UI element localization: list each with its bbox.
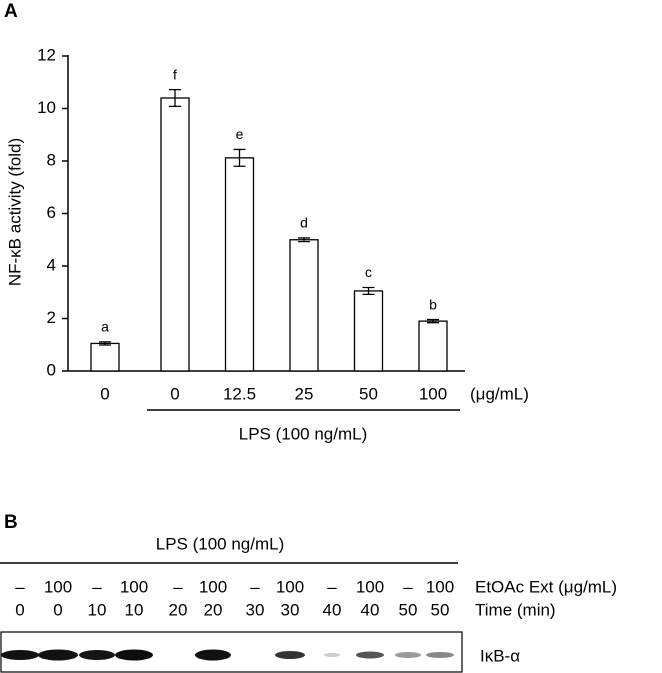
time-point: 50 [431, 600, 450, 619]
band-label: IκB-α [480, 646, 520, 665]
x-unit: (μg/mL) [470, 384, 529, 403]
time-point: 40 [323, 600, 342, 619]
bar [418, 320, 448, 372]
significance-letter: b [429, 296, 437, 312]
ext-dose: – [250, 577, 260, 596]
band [79, 650, 115, 660]
time-point: 20 [169, 600, 188, 619]
time-point: 20 [204, 600, 223, 619]
band [275, 651, 305, 659]
y-tick-label: 4 [47, 255, 56, 274]
y-tick-label: 8 [47, 150, 56, 169]
x-tick-label: 0 [170, 384, 179, 403]
y-tick-label: 12 [37, 45, 56, 64]
significance-letter: e [236, 126, 244, 142]
error-bar [298, 237, 310, 243]
y-tick-label: 0 [47, 360, 56, 379]
band [195, 649, 231, 661]
band [395, 652, 421, 658]
ext-dose: 100 [44, 577, 72, 596]
panel-label: A [4, 1, 18, 22]
lps-label: LPS (100 ng/mL) [156, 534, 285, 553]
y-tick-label: 2 [47, 308, 56, 327]
ext-dose: 100 [276, 577, 304, 596]
bar [353, 290, 384, 372]
time-point: 50 [399, 600, 418, 619]
ext-dose: – [403, 577, 413, 596]
x-tick-label: 50 [359, 384, 378, 403]
time-point: 10 [125, 600, 144, 619]
time-point: 0 [15, 600, 24, 619]
ext-dose: 100 [426, 577, 454, 596]
error-bar [169, 88, 181, 108]
y-tick-label: 6 [47, 203, 56, 222]
significance-letter: f [173, 66, 177, 82]
bar [160, 97, 190, 372]
x-tick-label: 25 [295, 384, 314, 403]
ext-dose: 100 [356, 577, 384, 596]
error-bar [99, 341, 111, 346]
band [1, 650, 39, 660]
ext-label: EtOAc Ext (μg/mL) [475, 577, 617, 596]
time-point: 30 [246, 600, 265, 619]
time-point: 0 [53, 600, 62, 619]
x-tick-label: 0 [100, 384, 109, 403]
significance-letter: a [101, 319, 109, 335]
y-axis-label: NF-κB activity (fold) [5, 138, 24, 286]
ext-dose: – [173, 577, 183, 596]
ext-dose: 100 [199, 577, 227, 596]
blot [0, 631, 463, 673]
blot-frame [0, 631, 463, 673]
error-bar [233, 148, 246, 167]
error-bar [362, 286, 375, 295]
time-point: 10 [88, 600, 107, 619]
band [324, 653, 340, 657]
group-label: LPS (100 ng/mL) [239, 424, 368, 443]
band [38, 649, 78, 661]
panel-label: B [4, 512, 18, 533]
time-point: 40 [361, 600, 380, 619]
significance-letter: d [300, 215, 308, 231]
bar [224, 157, 255, 372]
ext-dose: – [327, 577, 337, 596]
time-label: Time (min) [475, 600, 556, 619]
ext-dose: – [92, 577, 102, 596]
band [356, 651, 384, 659]
time-point: 30 [281, 600, 300, 619]
y-tick-label: 10 [37, 98, 56, 117]
bar [90, 342, 120, 372]
error-bar [427, 318, 439, 324]
x-tick-label: 100 [419, 384, 447, 403]
band [426, 652, 454, 658]
significance-letter: c [365, 264, 372, 280]
band [115, 649, 153, 661]
x-tick-label: 12.5 [223, 384, 256, 403]
ext-dose: – [15, 577, 25, 596]
bar [289, 239, 319, 372]
ext-dose: 100 [120, 577, 148, 596]
